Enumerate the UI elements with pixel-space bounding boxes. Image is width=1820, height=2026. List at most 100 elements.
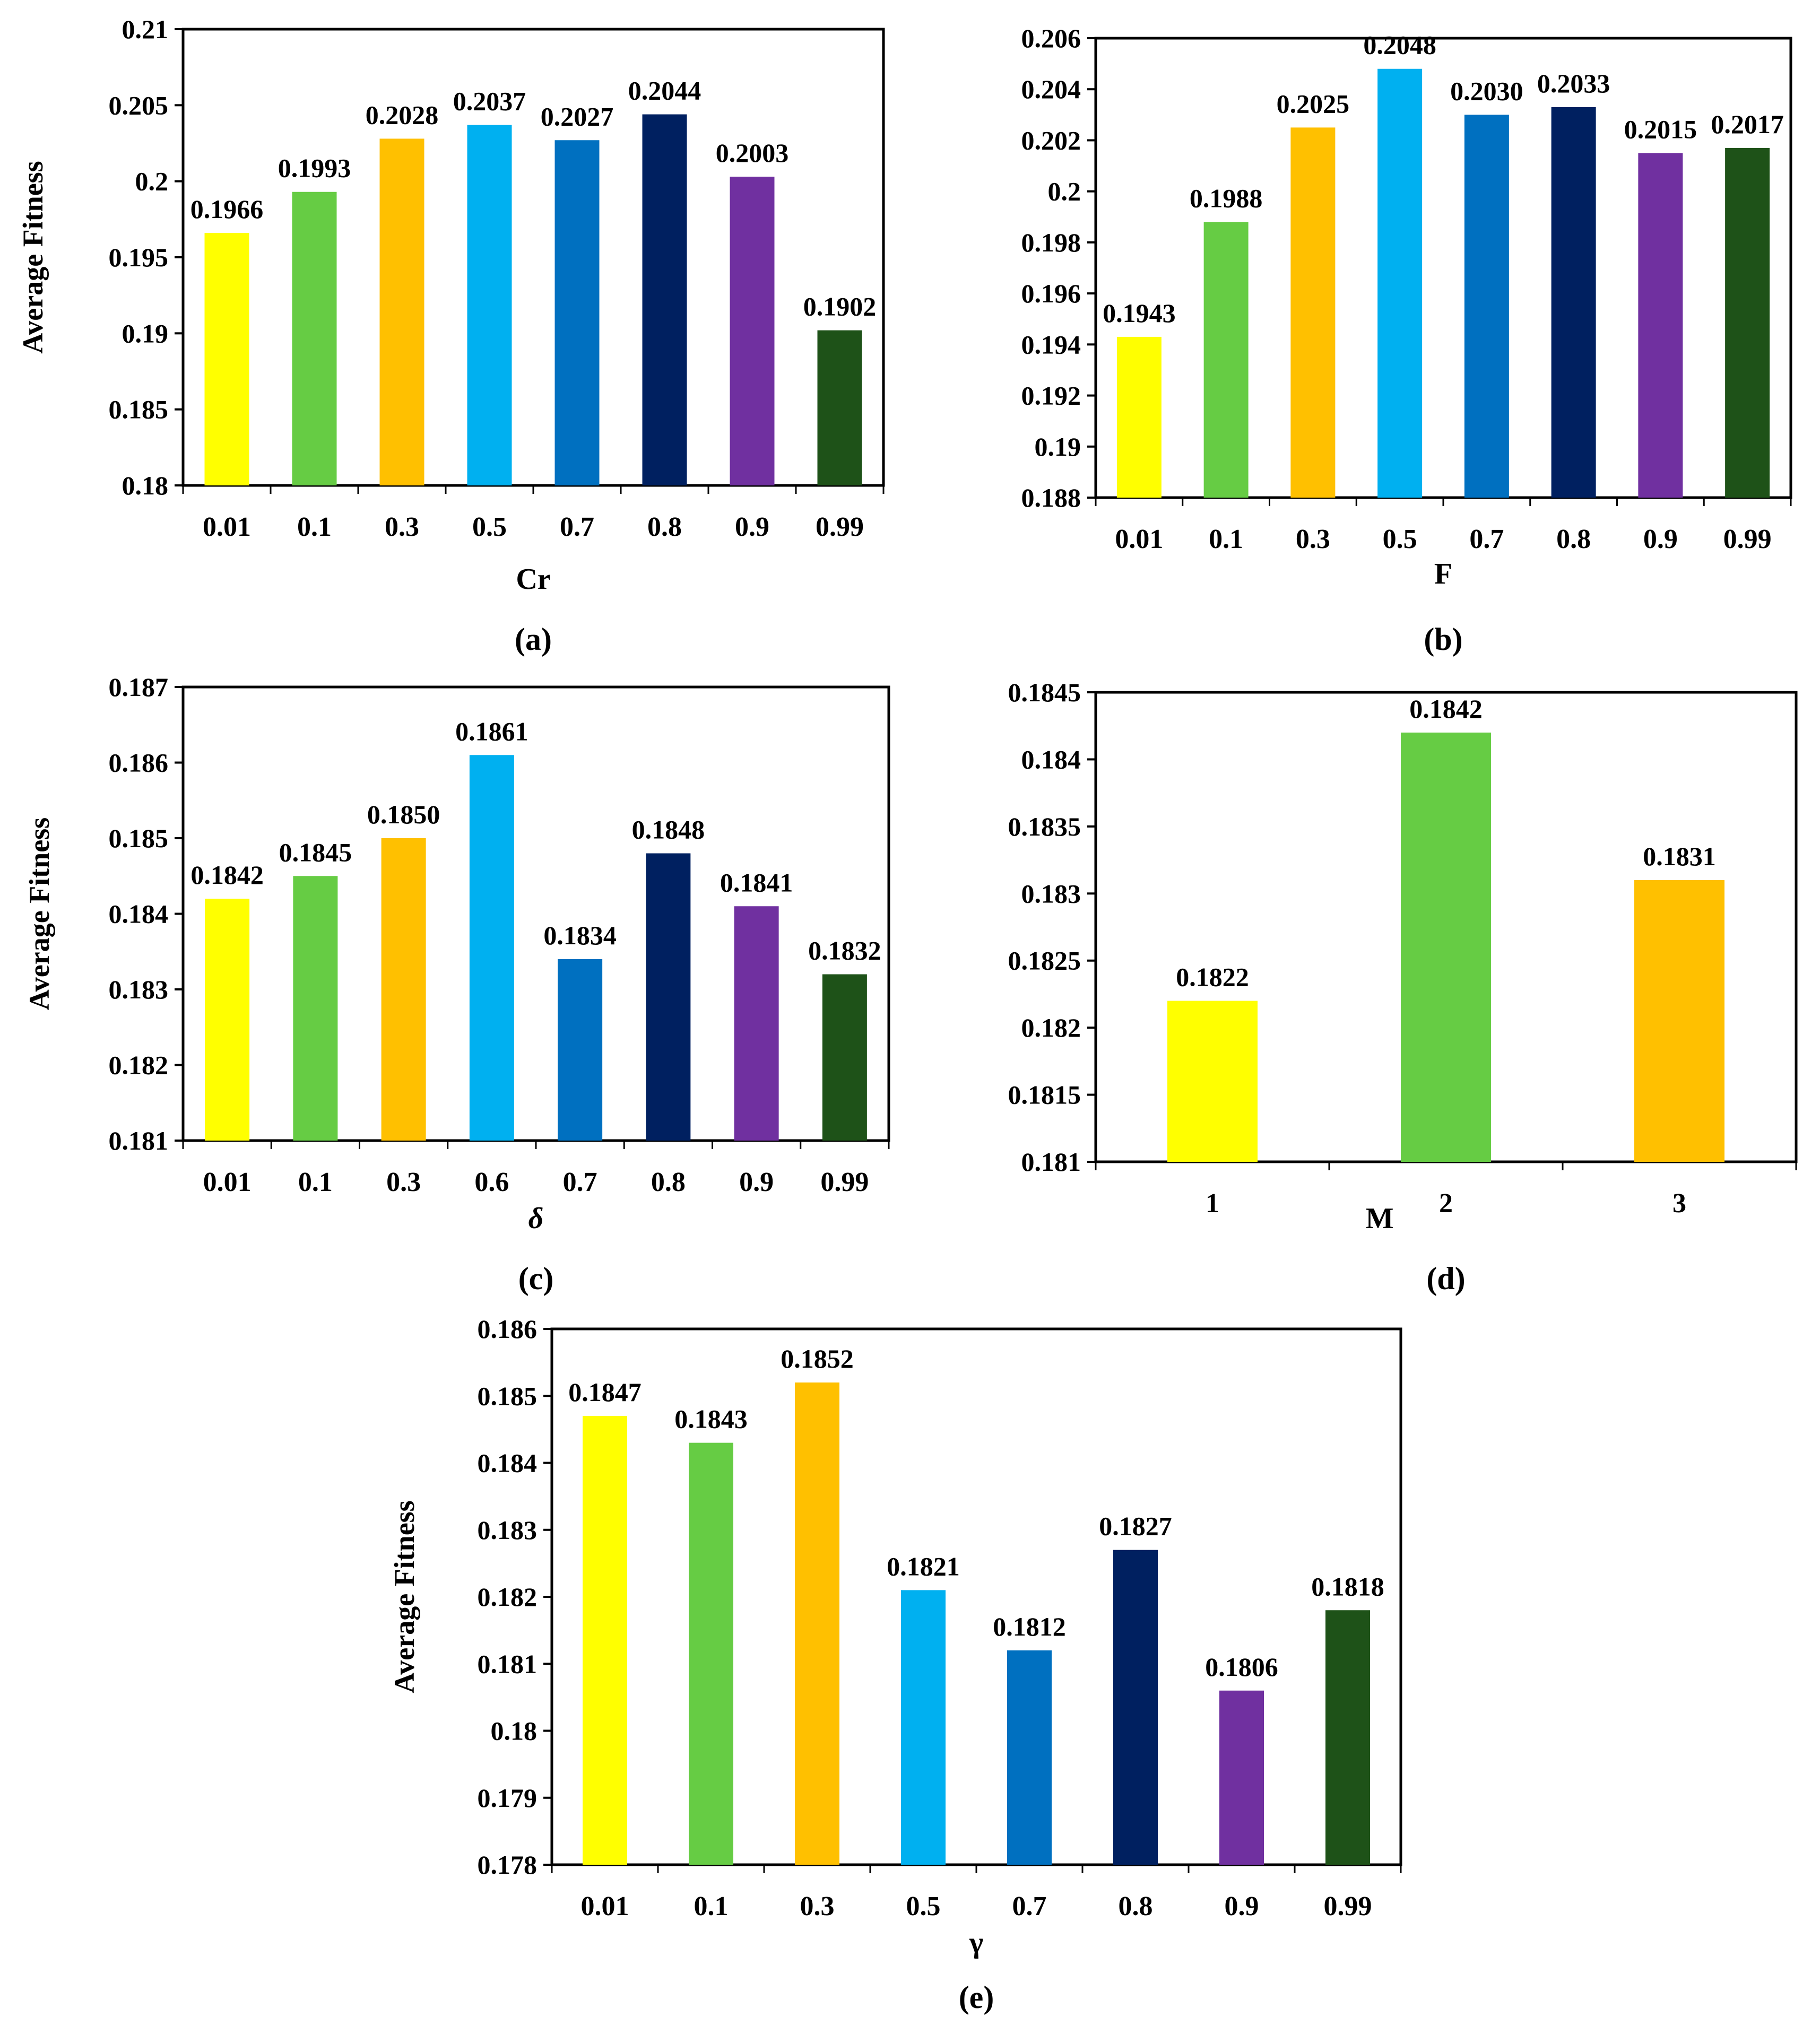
bar-0.3: [381, 838, 426, 1141]
x-tick-label: 0.8: [651, 1167, 686, 1197]
y-tick-label: 0.181: [1021, 1147, 1081, 1177]
data-label: 0.2028: [366, 100, 439, 129]
y-tick-label: 0.185: [478, 1381, 538, 1411]
data-label: 0.1966: [190, 194, 264, 224]
y-tick-label: 0.19: [1035, 432, 1081, 462]
x-tick-label: 3: [1672, 1188, 1686, 1219]
bar-0.7: [554, 140, 600, 485]
x-tick-label: 0.01: [1115, 524, 1163, 554]
data-label: 0.2033: [1537, 68, 1610, 98]
panel-caption: (d): [1426, 1261, 1465, 1296]
bar-0.1: [1203, 222, 1249, 498]
y-tick-label: 0.179: [478, 1783, 538, 1813]
data-label: 0.1822: [1176, 962, 1249, 992]
y-tick-label: 0.186: [109, 748, 169, 778]
x-tick-label: 0.01: [581, 1891, 629, 1921]
x-tick-label: 2: [1439, 1188, 1453, 1219]
bar-0.9: [730, 177, 775, 486]
bar-0.3: [795, 1382, 839, 1865]
y-tick-label: 0.18: [491, 1716, 538, 1746]
bar-1: [1167, 1001, 1258, 1162]
bar-0.9: [1219, 1690, 1264, 1865]
plot-frame: [181, 685, 890, 1142]
bar-0.7: [1464, 115, 1509, 498]
data-label: 0.1902: [803, 292, 877, 321]
data-label: 0.1988: [1190, 183, 1263, 213]
x-tick-label: 0.99: [1324, 1891, 1372, 1921]
bar-0.3: [379, 138, 424, 485]
y-tick-label: 0.183: [478, 1515, 538, 1545]
y-tick-label: 0.1845: [1008, 677, 1081, 707]
x-tick-label: 0.1: [298, 1167, 333, 1197]
y-tick-label: 0.19: [122, 318, 169, 348]
x-tick-label: 0.3: [386, 1167, 421, 1197]
bar-0.99: [1325, 1610, 1370, 1865]
data-label: 0.1821: [887, 1551, 960, 1581]
x-axis-label: δ: [528, 1202, 544, 1235]
x-tick-label: 0.8: [1556, 524, 1591, 554]
y-axis-label: Average Fitness: [388, 1500, 420, 1693]
data-label: 0.1832: [808, 936, 881, 966]
bar-0.8: [646, 853, 691, 1141]
y-tick-label: 0.205: [109, 90, 169, 120]
data-label: 0.1831: [1643, 841, 1716, 871]
plot-frame: [181, 28, 885, 487]
x-tick-label: 0.1: [694, 1891, 729, 1921]
y-tick-label: 0.2: [1048, 177, 1081, 206]
y-tick-label: 0.194: [1021, 329, 1081, 359]
data-label: 0.1843: [674, 1404, 748, 1434]
y-axis-label: Average Fitness: [17, 161, 49, 353]
panel-c: 0.181 0.182 0.183 0.184 0.185 0.186 0.187 0.184…: [23, 672, 890, 1296]
x-tick-label: 0.3: [800, 1891, 835, 1921]
x-tick-label: 0.1: [1209, 524, 1243, 554]
x-axis-label: M: [1366, 1202, 1394, 1235]
data-label: 0.1993: [278, 153, 351, 183]
x-tick-label: 0.01: [203, 1167, 252, 1197]
bar-0.5: [467, 125, 512, 486]
x-axis-label: Cr: [516, 563, 550, 596]
panel-e: 0.178 0.179 0.18 0.181 0.182 0.183 0.184 0.185 0…: [388, 1314, 1402, 2015]
y-tick-label: 0.186: [478, 1314, 538, 1344]
bar-0.01: [1116, 336, 1162, 498]
y-tick-label: 0.21: [122, 14, 169, 44]
y-tick-label: 0.184: [478, 1448, 538, 1478]
data-label: 0.1943: [1103, 298, 1176, 328]
bar-0.5: [1377, 68, 1423, 498]
data-label: 0.1852: [781, 1344, 854, 1373]
bar-0.8: [642, 114, 687, 486]
bar-0.6: [469, 755, 514, 1141]
bar-0.7: [1007, 1650, 1052, 1865]
data-label: 0.1848: [632, 815, 705, 845]
y-tick-label: 0.204: [1021, 74, 1081, 104]
data-label: 0.1842: [190, 860, 264, 890]
y-tick-label: 0.18: [122, 471, 169, 500]
y-tick-label: 0.2: [135, 167, 169, 196]
data-label: 0.2027: [541, 101, 614, 131]
bar-0.1: [293, 876, 338, 1141]
x-tick-label: 0.5: [1383, 524, 1417, 554]
data-label: 0.1818: [1311, 1571, 1384, 1601]
panel-caption: (c): [518, 1261, 554, 1296]
data-label: 0.1847: [568, 1377, 642, 1407]
data-label: 0.2025: [1277, 89, 1350, 118]
data-label: 0.1850: [367, 799, 440, 829]
panel-caption: (e): [959, 1980, 994, 2015]
panel-caption: (b): [1424, 622, 1462, 657]
data-label: 0.1845: [279, 837, 352, 867]
x-tick-label: 0.99: [1723, 524, 1772, 554]
y-tick-label: 0.198: [1021, 228, 1081, 257]
x-axis-label: γ: [969, 1926, 983, 1959]
data-label: 0.2048: [1363, 30, 1436, 60]
x-tick-label: 0.3: [385, 512, 419, 542]
bar-2: [1401, 732, 1491, 1162]
y-tick-label: 0.188: [1021, 483, 1081, 512]
data-label: 0.1806: [1205, 1652, 1278, 1682]
bar-0.1: [689, 1442, 733, 1865]
bar-0.8: [1113, 1550, 1158, 1865]
bar-3: [1634, 880, 1724, 1162]
y-axis-label: Average Fitness: [23, 818, 55, 1010]
x-tick-label: 0.7: [560, 512, 594, 542]
x-tick-label: 0.7: [1012, 1891, 1047, 1921]
x-tick-label: 0.9: [739, 1167, 774, 1197]
